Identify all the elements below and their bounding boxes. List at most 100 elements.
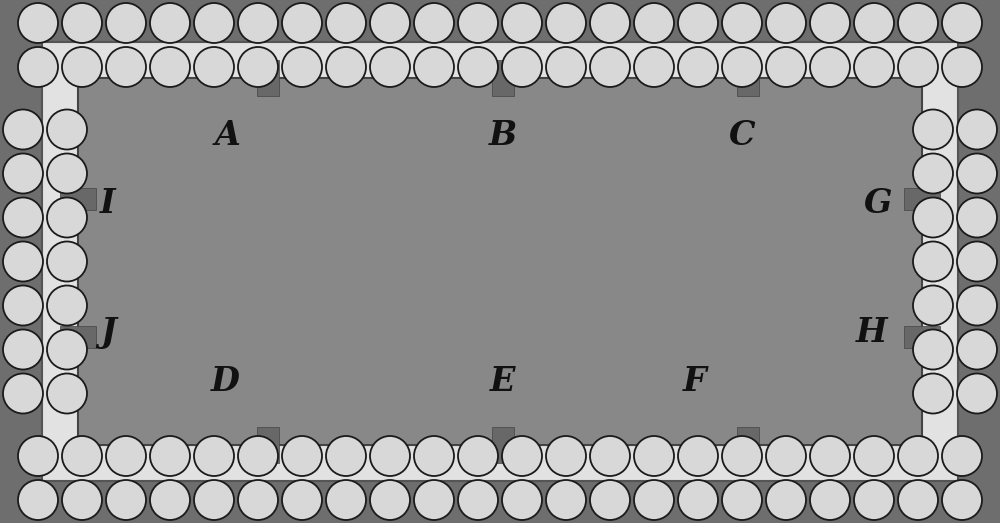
Circle shape (678, 3, 718, 43)
Text: I: I (100, 187, 116, 221)
Circle shape (590, 47, 630, 87)
Text: E: E (490, 365, 516, 399)
Circle shape (854, 3, 894, 43)
Circle shape (326, 3, 366, 43)
Circle shape (722, 47, 762, 87)
Circle shape (62, 480, 102, 520)
Circle shape (414, 480, 454, 520)
Circle shape (546, 47, 586, 87)
Circle shape (62, 47, 102, 87)
Circle shape (766, 436, 806, 476)
Circle shape (898, 436, 938, 476)
Circle shape (678, 47, 718, 87)
Circle shape (722, 480, 762, 520)
Circle shape (810, 436, 850, 476)
Circle shape (106, 480, 146, 520)
Circle shape (957, 242, 997, 281)
Circle shape (47, 373, 87, 414)
Circle shape (47, 242, 87, 281)
Circle shape (913, 198, 953, 237)
Circle shape (913, 242, 953, 281)
Circle shape (957, 198, 997, 237)
Bar (904, 326, 940, 348)
Bar (492, 427, 514, 463)
Bar (60, 326, 96, 348)
Circle shape (810, 480, 850, 520)
Circle shape (18, 3, 58, 43)
Circle shape (326, 47, 366, 87)
Circle shape (502, 3, 542, 43)
Circle shape (62, 436, 102, 476)
Circle shape (194, 436, 234, 476)
Circle shape (194, 47, 234, 87)
Circle shape (458, 3, 498, 43)
Circle shape (678, 436, 718, 476)
Circle shape (18, 47, 58, 87)
Circle shape (854, 480, 894, 520)
Circle shape (150, 480, 190, 520)
Bar (60, 188, 96, 210)
Circle shape (414, 47, 454, 87)
Circle shape (913, 109, 953, 150)
Circle shape (590, 480, 630, 520)
Circle shape (3, 286, 43, 325)
Circle shape (722, 436, 762, 476)
Circle shape (957, 329, 997, 370)
Circle shape (3, 329, 43, 370)
Circle shape (854, 47, 894, 87)
Text: G: G (864, 187, 892, 221)
Text: D: D (210, 365, 240, 399)
Circle shape (282, 47, 322, 87)
Circle shape (106, 436, 146, 476)
Circle shape (150, 47, 190, 87)
Bar (257, 60, 279, 96)
Circle shape (766, 47, 806, 87)
Text: A: A (215, 119, 241, 153)
Text: H: H (856, 315, 888, 349)
Circle shape (370, 47, 410, 87)
Text: C: C (729, 119, 755, 153)
Circle shape (370, 480, 410, 520)
Circle shape (810, 47, 850, 87)
Circle shape (546, 3, 586, 43)
Circle shape (913, 153, 953, 194)
Circle shape (326, 436, 366, 476)
Circle shape (18, 480, 58, 520)
Bar (257, 427, 279, 463)
Circle shape (194, 3, 234, 43)
Circle shape (3, 109, 43, 150)
Text: B: B (489, 119, 517, 153)
Circle shape (634, 47, 674, 87)
Circle shape (942, 47, 982, 87)
Circle shape (150, 3, 190, 43)
Circle shape (957, 286, 997, 325)
Circle shape (810, 3, 850, 43)
Circle shape (913, 329, 953, 370)
Circle shape (898, 3, 938, 43)
Circle shape (854, 436, 894, 476)
Circle shape (62, 3, 102, 43)
Circle shape (47, 286, 87, 325)
Circle shape (590, 3, 630, 43)
Circle shape (546, 480, 586, 520)
Bar (737, 427, 759, 463)
Circle shape (414, 436, 454, 476)
Circle shape (414, 3, 454, 43)
Circle shape (942, 3, 982, 43)
Bar (904, 188, 940, 210)
Circle shape (766, 480, 806, 520)
Circle shape (766, 3, 806, 43)
Circle shape (634, 3, 674, 43)
Circle shape (194, 480, 234, 520)
Circle shape (3, 153, 43, 194)
Circle shape (913, 373, 953, 414)
Circle shape (634, 480, 674, 520)
Circle shape (326, 480, 366, 520)
Circle shape (106, 3, 146, 43)
Circle shape (370, 436, 410, 476)
Circle shape (502, 436, 542, 476)
Circle shape (502, 480, 542, 520)
Circle shape (106, 47, 146, 87)
Text: F: F (683, 365, 707, 399)
Circle shape (678, 480, 718, 520)
